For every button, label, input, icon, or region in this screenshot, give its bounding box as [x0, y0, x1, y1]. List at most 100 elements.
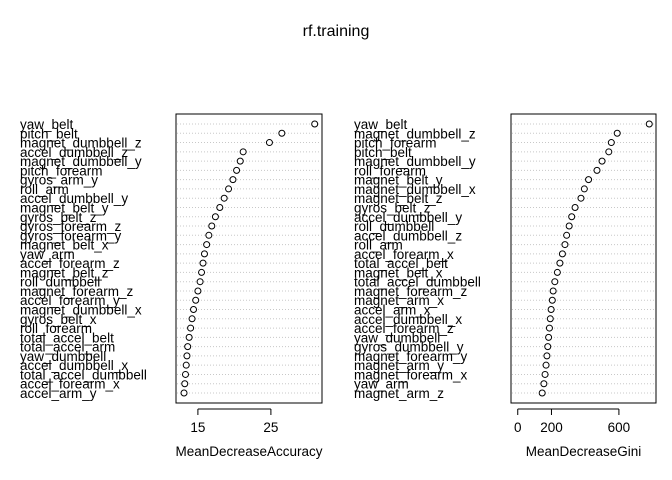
gini-point: [556, 259, 564, 267]
gini-point: [538, 389, 546, 397]
gini-point: [543, 352, 551, 360]
gini-variable-label: accel_dumbbell_y: [354, 210, 462, 225]
accuracy-point: [239, 148, 247, 156]
accuracy-variable-label: accel_forearm_y: [20, 293, 120, 308]
gini-variable-label: magnet_belt_z: [354, 191, 443, 206]
accuracy-plot-box: [175, 113, 323, 404]
accuracy-variable-label: gyros_belt_x: [20, 312, 97, 327]
gini-point: [545, 324, 553, 332]
accuracy-variable-label: accel_dumbbell_x: [20, 358, 128, 373]
gini-point: [571, 203, 579, 211]
gini-point: [565, 222, 573, 230]
accuracy-variable-label: yaw_belt: [20, 117, 74, 132]
gini-point: [577, 194, 585, 202]
gini-x-tick-label: 0: [514, 420, 522, 435]
accuracy-x-axis-label: MeanDecreaseAccuracy: [175, 444, 322, 459]
accuracy-point: [236, 157, 244, 165]
chart-title: rf.training: [303, 23, 370, 40]
accuracy-panel: yaw_beltpitch_beltmagnet_dumbbell_zaccel…: [20, 113, 323, 459]
accuracy-variable-label: roll_dumbbell: [20, 275, 100, 290]
gini-x-axis-label: MeanDecreaseGini: [526, 444, 642, 459]
gini-variable-label: roll_forearm: [354, 163, 426, 178]
accuracy-point: [311, 120, 319, 128]
accuracy-variable-label: gyros_arm_y: [20, 173, 98, 188]
accuracy-point: [278, 129, 286, 137]
gini-point: [563, 231, 571, 239]
gini-point: [547, 306, 555, 314]
gini-point: [551, 278, 559, 286]
gini-variable-label: accel_dumbbell_z: [354, 228, 462, 243]
accuracy-point: [182, 361, 190, 369]
accuracy-variable-label: yaw_dumbbell: [20, 349, 106, 364]
accuracy-variable-label: total_accel_belt: [20, 330, 114, 345]
gini-point: [545, 333, 553, 341]
gini-variable-label: roll_dumbbell: [354, 219, 434, 234]
gini-point: [645, 120, 653, 128]
gini-point: [585, 176, 593, 184]
gini-variable-label: magnet_dumbbell_y: [354, 154, 476, 169]
gini-variable-label: yaw_dumbbell: [354, 330, 440, 345]
accuracy-point: [181, 370, 189, 378]
accuracy-point: [192, 296, 200, 304]
accuracy-x-tick-label: 15: [190, 420, 205, 435]
accuracy-point: [205, 231, 213, 239]
accuracy-variable-label: roll_arm: [20, 182, 69, 197]
accuracy-variable-label: total_accel_dumbbell: [20, 367, 147, 382]
accuracy-point: [194, 287, 202, 295]
accuracy-variable-label: roll_forearm: [20, 321, 92, 336]
gini-variable-label: total_accel_belt: [354, 256, 448, 271]
accuracy-point: [183, 352, 191, 360]
gini-point: [568, 213, 576, 221]
accuracy-variable-label: pitch_belt: [20, 126, 78, 141]
gini-point: [542, 361, 550, 369]
accuracy-variable-label: magnet_belt_z: [20, 265, 109, 280]
gini-point: [580, 185, 588, 193]
accuracy-variable-label: magnet_forearm_z: [20, 284, 134, 299]
accuracy-point: [200, 250, 208, 258]
gini-variable-label: gyros_belt_z: [354, 200, 431, 215]
accuracy-point: [203, 241, 211, 249]
gini-variable-label: accel_arm_x: [354, 303, 431, 318]
accuracy-point: [187, 324, 195, 332]
accuracy-variable-label: gyros_forearm_y: [20, 228, 122, 243]
gini-variable-label: gyros_dumbbell_y: [354, 340, 464, 355]
gini-plot-box: [510, 113, 657, 404]
accuracy-variable-label: magnet_dumbbell_x: [20, 303, 142, 318]
gini-point: [548, 296, 556, 304]
gini-x-tick-label: 600: [608, 420, 631, 435]
accuracy-point: [199, 259, 207, 267]
gini-variable-label: roll_arm: [354, 238, 403, 253]
gini-variable-label: magnet_dumbbell_z: [354, 126, 476, 141]
accuracy-variable-label: pitch_forearm: [20, 163, 103, 178]
gini-point: [549, 287, 557, 295]
gini-point: [540, 380, 548, 388]
gini-point: [598, 157, 606, 165]
gini-variable-label: yaw_belt: [354, 117, 408, 132]
gini-point: [558, 250, 566, 258]
accuracy-point: [265, 139, 273, 147]
gini-panel: yaw_beltmagnet_dumbbell_zpitch_forearmpi…: [354, 113, 657, 459]
gini-x-tick-label: 200: [540, 420, 563, 435]
gini-point: [593, 166, 601, 174]
gini-variable-label: magnet_belt_x: [354, 265, 443, 280]
accuracy-point: [190, 306, 198, 314]
gini-variable-label: magnet_forearm_y: [354, 349, 468, 364]
gini-variable-label: magnet_forearm_x: [354, 367, 468, 382]
gini-variable-label: accel_dumbbell_x: [354, 312, 462, 327]
accuracy-variable-label: magnet_belt_x: [20, 238, 109, 253]
accuracy-variable-label: accel_dumbbell_z: [20, 145, 128, 160]
accuracy-variable-label: magnet_dumbbell_y: [20, 154, 142, 169]
accuracy-point: [188, 315, 196, 323]
accuracy-point: [181, 380, 189, 388]
gini-variable-label: accel_forearm_x: [354, 247, 454, 262]
accuracy-point: [180, 389, 188, 397]
gini-point: [544, 343, 552, 351]
accuracy-point: [225, 185, 233, 193]
accuracy-variable-label: gyros_forearm_z: [20, 219, 122, 234]
gini-point: [607, 139, 615, 147]
accuracy-x-tick-label: 25: [263, 420, 278, 435]
accuracy-variable-label: magnet_belt_y: [20, 200, 109, 215]
gini-variable-label: magnet_arm_z: [354, 386, 444, 401]
accuracy-point: [216, 203, 224, 211]
